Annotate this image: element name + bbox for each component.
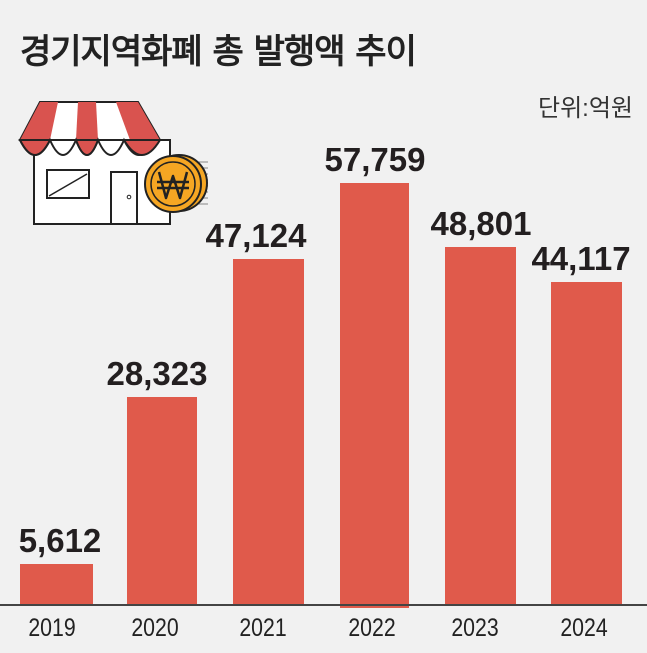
value-label-2023: 48,801: [430, 205, 532, 242]
x-tick-2019: 2019: [28, 614, 76, 642]
x-tick-2023: 2023: [451, 614, 499, 642]
value-label-2019: 5,612: [18, 522, 102, 559]
unit-label: 단위:억원: [538, 95, 633, 122]
bar-2024: [551, 282, 622, 605]
x-tick-2022: 2022: [348, 614, 396, 642]
bar-2021: [233, 259, 304, 605]
bar-2019: [20, 564, 93, 605]
value-label-2020: 28,323: [106, 355, 208, 392]
bar-2023: [445, 247, 516, 605]
value-label-2024: 44,117: [531, 240, 631, 277]
chart-title: 경기지역화폐 총 발행액 추이: [20, 32, 417, 72]
store-with-won-coin-icon: [18, 101, 208, 225]
x-axis-line: [0, 604, 647, 606]
x-tick-2020: 2020: [131, 614, 179, 642]
value-label-2022: 57,759: [324, 141, 426, 178]
x-tick-2024: 2024: [560, 614, 608, 642]
bar-2020: [127, 397, 197, 605]
value-label-2021: 47,124: [205, 217, 307, 254]
x-tick-2021: 2021: [239, 614, 287, 642]
bar-2022: [340, 183, 409, 608]
